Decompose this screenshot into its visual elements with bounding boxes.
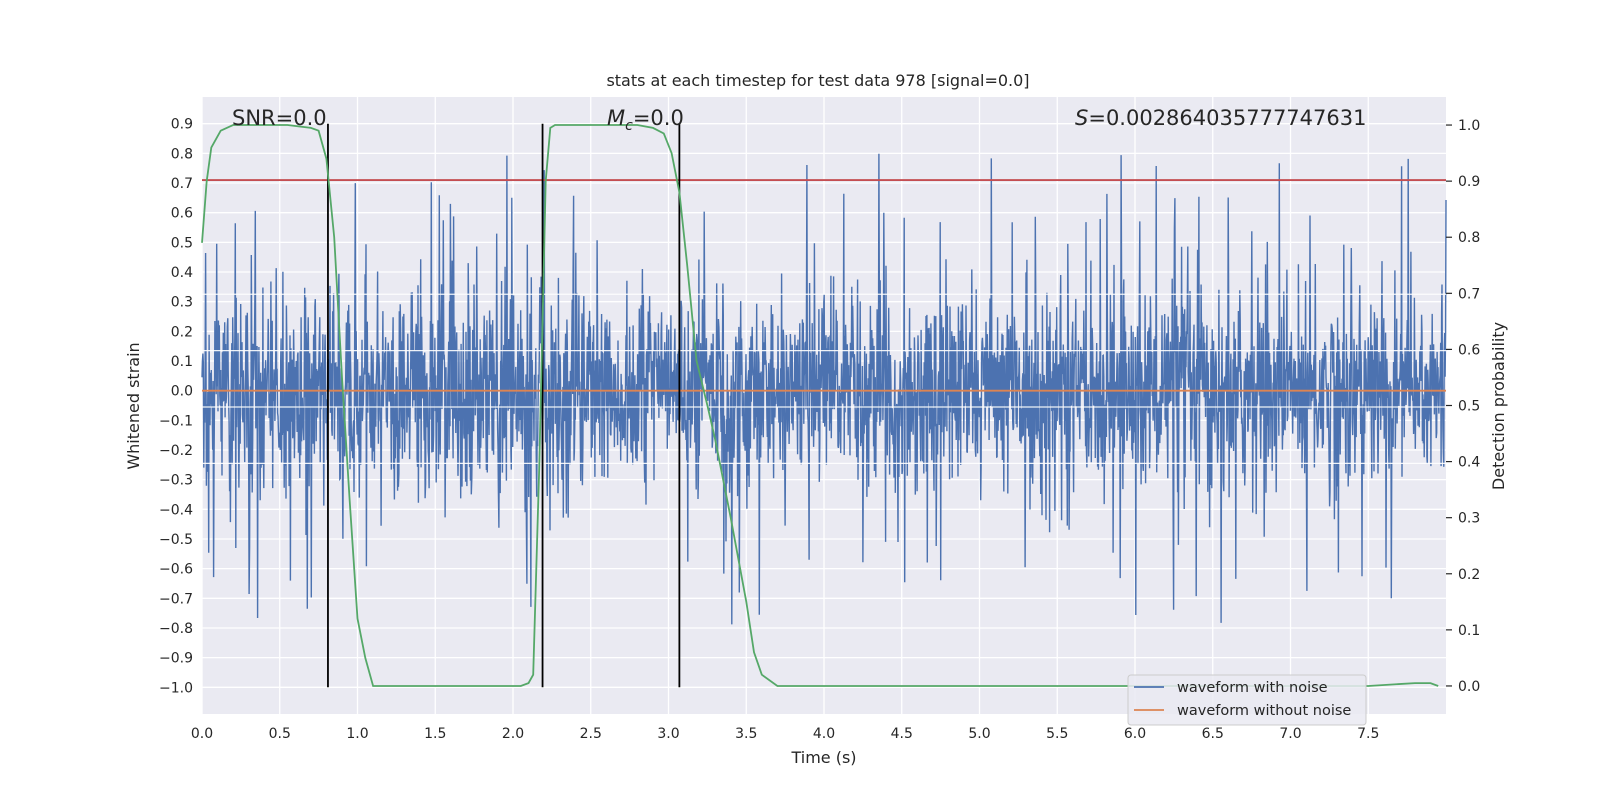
y-tick-label: 0.3 xyxy=(171,295,193,311)
y2-tick-label: 0.0 xyxy=(1458,679,1480,695)
y2-tick-label: 0.2 xyxy=(1458,567,1480,583)
x-tick-label: 3.0 xyxy=(657,726,679,742)
y2-tick-label: 0.9 xyxy=(1458,174,1480,190)
x-tick-label: 2.5 xyxy=(580,726,602,742)
overlay-lines xyxy=(201,123,1446,688)
legend-label-without-noise: waveform without noise xyxy=(1177,703,1351,719)
series-detection-probability xyxy=(201,124,1439,687)
x-axis-ticks: 0.0 0.5 1.0 1.5 2.0 2.5 3.0 3.5 4.0 4.5 5.0 5.5 6.0 6… xyxy=(191,726,1380,742)
y2-tick-label: 0.1 xyxy=(1458,623,1480,639)
x-tick-label: 0.5 xyxy=(269,726,291,742)
y-tick-label: −0.7 xyxy=(159,591,193,607)
x-tick-label: 6.0 xyxy=(1124,726,1146,742)
y-axis-label: Whitened strain xyxy=(124,342,143,469)
x-tick-label: 1.5 xyxy=(424,726,446,742)
x-tick-label: 5.5 xyxy=(1046,726,1068,742)
x-tick-label: 1.0 xyxy=(346,726,368,742)
y-tick-label: −0.5 xyxy=(159,532,193,548)
annotation-mc-symbol: M xyxy=(607,106,625,130)
x-tick-label: 6.5 xyxy=(1202,726,1224,742)
y-tick-label: 0.6 xyxy=(171,206,193,222)
x-tick-label: 4.0 xyxy=(813,726,835,742)
y2-tick-label: 0.5 xyxy=(1458,399,1480,415)
series-waveform-with-noise xyxy=(201,153,1447,625)
y-tick-label: −0.1 xyxy=(159,413,193,429)
annotation-mc-subscript: c xyxy=(625,118,633,134)
y2-tick-label: 0.7 xyxy=(1458,286,1480,302)
annotation-mc-value: =0.0 xyxy=(633,106,684,130)
y-tick-label: 0.2 xyxy=(171,324,193,340)
x-tick-label: 2.0 xyxy=(502,726,524,742)
y2-tick-label: 0.4 xyxy=(1458,455,1480,471)
y-tick-label: −0.3 xyxy=(159,473,193,489)
y-tick-label: −0.9 xyxy=(159,651,193,667)
y-tick-label: −1.0 xyxy=(159,680,193,696)
y2-axis-ticks: 1.0 0.9 0.8 0.7 0.6 0.5 0.4 0.3 0.2 0.1 0.0 xyxy=(1446,118,1480,695)
legend-box xyxy=(1127,674,1367,726)
legend-label-with-noise: waveform with noise xyxy=(1177,680,1328,696)
chart-title: stats at each timestep for test data 978… xyxy=(606,71,1029,90)
y-tick-label: 0.5 xyxy=(171,235,193,251)
x-tick-label: 7.5 xyxy=(1357,726,1379,742)
y-tick-label: 0.8 xyxy=(171,146,193,162)
x-axis-label: Time (s) xyxy=(790,748,856,767)
x-tick-label: 7.0 xyxy=(1279,726,1301,742)
y2-tick-label: 0.8 xyxy=(1458,230,1480,246)
y2-tick-label: 0.3 xyxy=(1458,511,1480,527)
annotation-s-symbol: S xyxy=(1075,106,1088,130)
annotation-s-stat: S=0.002864035777747631 xyxy=(1075,106,1366,130)
annotation-chirp-mass: Mc=0.0 xyxy=(607,106,684,134)
y-tick-label: 0.0 xyxy=(171,384,193,400)
y-tick-label: 0.7 xyxy=(171,176,193,192)
y-tick-label: 0.4 xyxy=(171,265,193,281)
x-tick-label: 5.0 xyxy=(968,726,990,742)
x-tick-label: 3.5 xyxy=(735,726,757,742)
y-tick-label: −0.2 xyxy=(159,443,193,459)
y2-tick-label: 1.0 xyxy=(1458,118,1480,134)
x-tick-label: 0.0 xyxy=(191,726,213,742)
y-tick-label: −0.8 xyxy=(159,621,193,637)
annotation-snr: SNR=0.0 xyxy=(232,106,327,130)
y-tick-label: −0.6 xyxy=(159,562,193,578)
y-tick-label: 0.9 xyxy=(171,117,193,133)
x-tick-label: 4.5 xyxy=(891,726,913,742)
y2-tick-label: 0.6 xyxy=(1458,342,1480,358)
annotation-s-value: =0.002864035777747631 xyxy=(1088,106,1366,130)
y-tick-label: −0.4 xyxy=(159,502,193,518)
noise-trace xyxy=(201,153,1447,625)
legend: waveform with noise waveform without noi… xyxy=(1127,674,1367,726)
y-tick-label: 0.1 xyxy=(171,354,193,370)
y2-axis-label: Detection probability xyxy=(1489,322,1508,490)
y-axis-ticks: 0.9 0.8 0.7 0.6 0.5 0.4 0.3 0.2 0.1 0.0 −0.1 −0.2 −0… xyxy=(159,117,193,697)
